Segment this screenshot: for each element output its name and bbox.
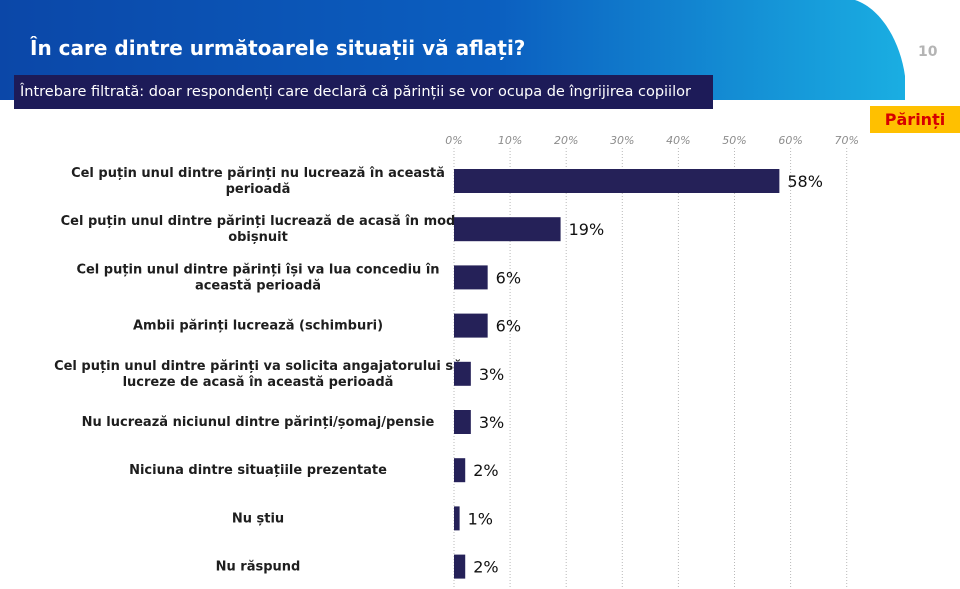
category-label: Nu știu bbox=[232, 511, 284, 526]
category-label: Cel puțin unul dintre părinți va solicit… bbox=[54, 359, 462, 390]
bar bbox=[454, 554, 466, 579]
value-label: 6% bbox=[496, 317, 521, 336]
tick-label: 60% bbox=[778, 134, 802, 147]
value-label: 2% bbox=[473, 558, 498, 577]
category-label: Ambii părinți lucrează (schimburi) bbox=[133, 319, 383, 334]
tick-label: 10% bbox=[498, 134, 522, 147]
value-label: 6% bbox=[496, 268, 521, 287]
tick-label: 0% bbox=[445, 134, 462, 147]
bar bbox=[454, 506, 460, 531]
tick-label: 50% bbox=[722, 134, 746, 147]
bar bbox=[454, 410, 471, 434]
category-label: Nu lucrează niciunul dintre părinți/șoma… bbox=[82, 415, 435, 430]
tick-label: 20% bbox=[554, 134, 578, 147]
value-label: 3% bbox=[479, 413, 504, 432]
value-label: 19% bbox=[569, 220, 605, 239]
segment-badge: Părinți bbox=[870, 106, 960, 133]
bar bbox=[454, 458, 466, 483]
tick-label: 70% bbox=[834, 134, 858, 147]
category-label: Cel puțin unul dintre părinți lucrează d… bbox=[61, 214, 456, 245]
category-label: Nu răspund bbox=[216, 560, 301, 575]
value-label: 3% bbox=[479, 365, 504, 384]
bar-chart: 0% 10% 20% 30% 40% 50% 60% 70% Cel puțin unul d… bbox=[54, 134, 859, 589]
page-number: 10 bbox=[918, 44, 938, 60]
bar bbox=[454, 265, 488, 290]
page-title: În care dintre următoarele situații vă a… bbox=[30, 36, 526, 60]
filter-note: Întrebare filtrată: doar respondenți car… bbox=[14, 75, 713, 109]
bar bbox=[454, 217, 561, 242]
bar bbox=[454, 169, 780, 193]
value-label: 58% bbox=[787, 172, 823, 191]
category-label: Niciuna dintre situațiile prezentate bbox=[129, 463, 387, 478]
bar bbox=[454, 313, 488, 338]
bar bbox=[454, 361, 471, 386]
category-label: Cel puțin unul dintre părinți nu lucreaz… bbox=[71, 166, 445, 197]
value-label: 1% bbox=[468, 509, 493, 528]
value-label: 2% bbox=[473, 461, 498, 480]
category-label: Cel puțin unul dintre părinți își va lua… bbox=[76, 262, 439, 293]
tick-label: 30% bbox=[610, 134, 634, 147]
tick-label: 40% bbox=[666, 134, 690, 147]
